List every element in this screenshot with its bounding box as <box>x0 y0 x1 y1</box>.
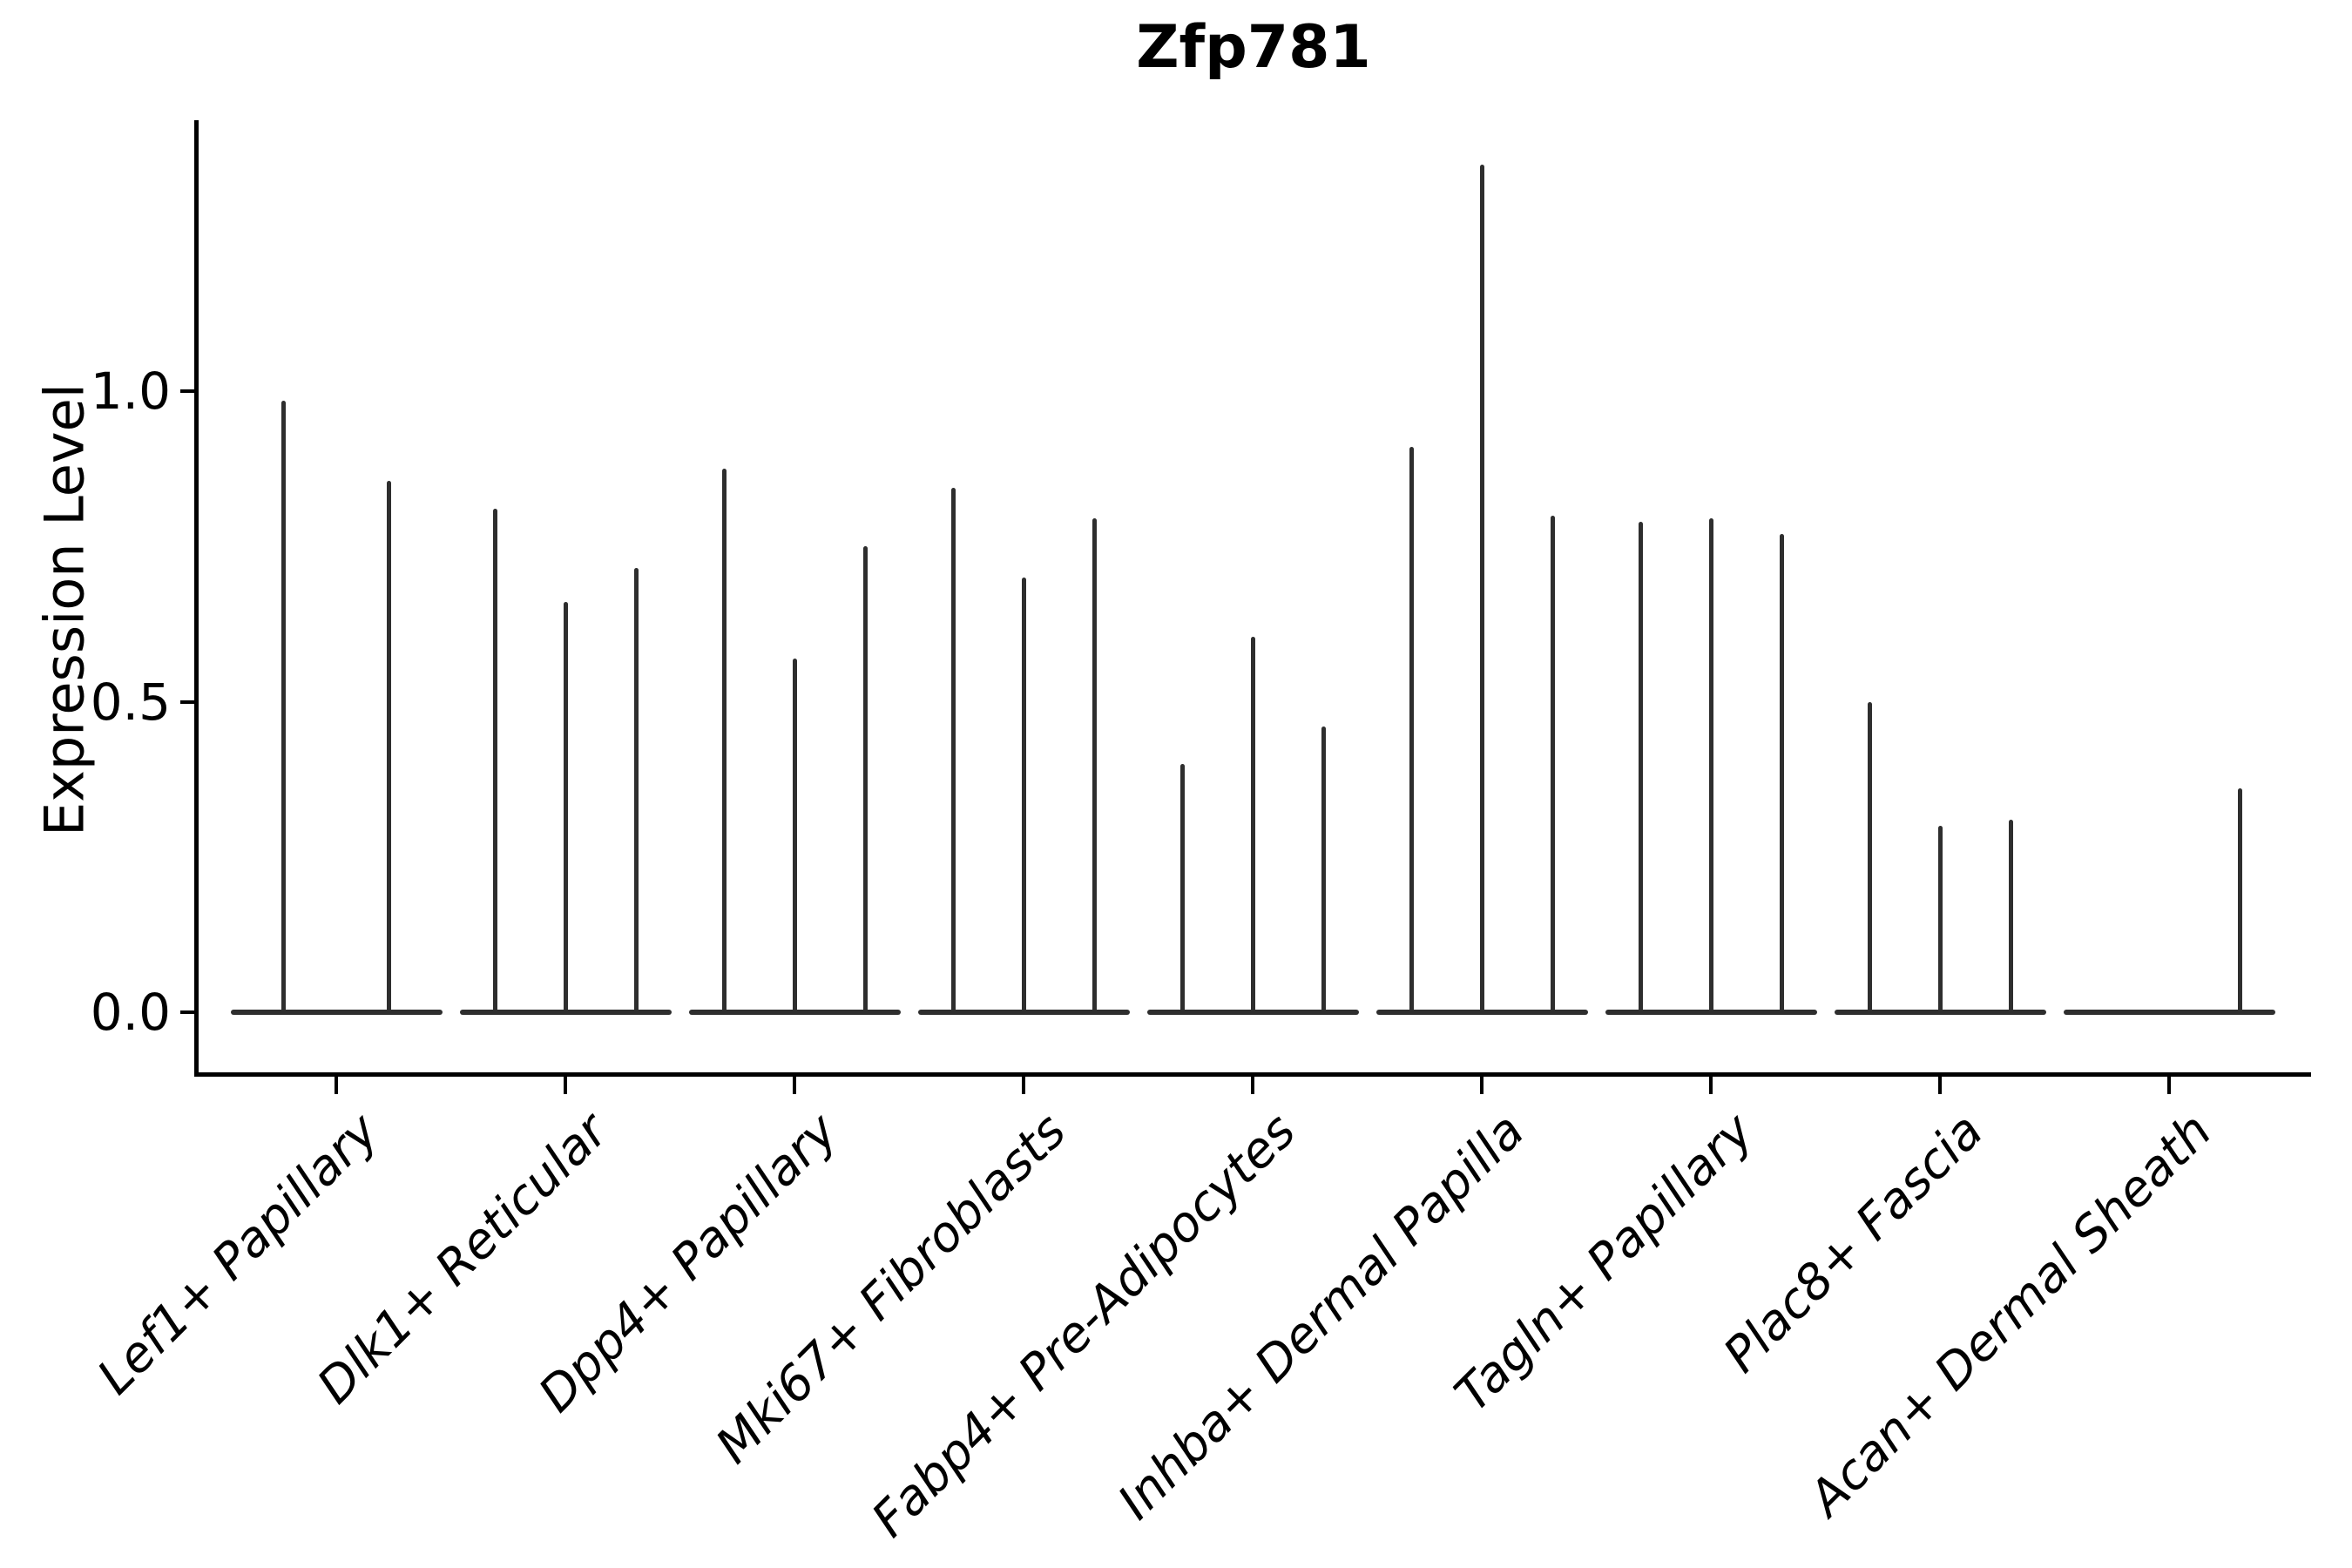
violin-spike <box>950 487 956 1015</box>
violin-spike <box>387 481 392 1015</box>
violin-spike <box>633 568 639 1015</box>
y-tick-mark <box>180 1010 197 1014</box>
x-tick-mark <box>1022 1072 1025 1094</box>
x-tick-mark <box>2167 1072 2171 1094</box>
violin-spike <box>280 400 286 1015</box>
x-tick-mark <box>1938 1072 1942 1094</box>
x-tick-mark <box>564 1072 567 1094</box>
violin-spike <box>1779 533 1784 1015</box>
y-tick-label: 0.0 <box>90 983 171 1042</box>
violin-spike <box>1479 164 1484 1015</box>
x-tick-mark <box>1709 1072 1713 1094</box>
violin-spike <box>1638 521 1643 1015</box>
y-tick-mark <box>180 389 197 393</box>
violin-spike <box>1409 447 1414 1015</box>
violin-spike <box>1708 518 1713 1015</box>
y-axis-label: Expression Level <box>32 383 97 836</box>
violin-spike <box>721 469 727 1015</box>
violin-spike <box>1092 518 1097 1015</box>
x-tick-mark <box>1251 1072 1254 1094</box>
y-axis-spine <box>194 120 199 1076</box>
violin-spike <box>492 509 497 1015</box>
violin-baseline <box>2063 1010 2275 1015</box>
x-tick-label: Inhba+ Dermal Papilla <box>1107 1102 1536 1531</box>
violin-spike <box>1867 701 1872 1015</box>
y-tick-mark <box>180 700 197 704</box>
violin-spike <box>862 546 868 1015</box>
violin-spike <box>1250 636 1255 1015</box>
violin-spike <box>1550 515 1555 1015</box>
violin-spike <box>792 658 797 1015</box>
x-tick-mark <box>335 1072 338 1094</box>
violin-spike <box>1937 826 1943 1015</box>
violin-baseline <box>230 1010 443 1015</box>
violin-spike <box>2237 788 2242 1015</box>
violin-spike <box>563 602 568 1015</box>
x-tick-mark <box>793 1072 796 1094</box>
x-tick-label: Acan+ Dermal Sheath <box>1798 1102 2223 1527</box>
violin-spike <box>1179 763 1185 1015</box>
violin-spike <box>2008 819 2013 1015</box>
x-tick-label: Fabp4+ Pre-Adipocytes <box>861 1102 1307 1549</box>
violin-spike <box>1021 577 1026 1015</box>
x-tick-mark <box>1480 1072 1484 1094</box>
chart-title: Zfp781 <box>1136 13 1371 82</box>
violin-spike <box>1321 727 1326 1015</box>
y-tick-label: 1.0 <box>90 362 171 421</box>
y-tick-label: 0.5 <box>90 672 171 732</box>
